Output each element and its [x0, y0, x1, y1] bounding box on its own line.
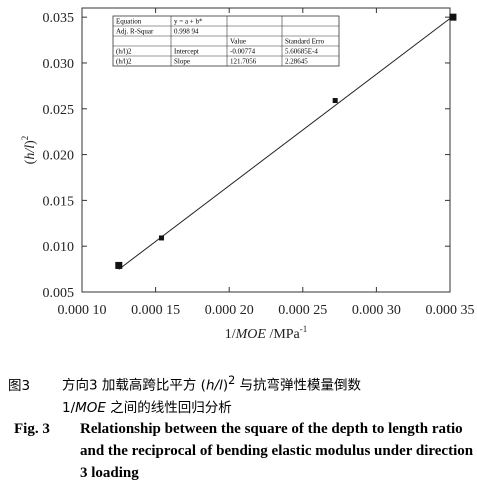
table-cell: y = a + b* — [174, 18, 203, 26]
caption-en-text: Relationship between the square of the d… — [80, 421, 474, 481]
table-cell: Adj. R-Squar — [116, 28, 154, 36]
y-tick-label: 0.005 — [43, 286, 75, 301]
x-tick-label: 0.000 35 — [426, 303, 475, 318]
table-cell: 121.7056 — [230, 58, 257, 66]
table-cell: (h/l)2 — [116, 48, 132, 56]
table-cell: Intercept — [174, 48, 199, 56]
table-cell: (h/l)2 — [116, 58, 132, 66]
table-cell: 0.998 94 — [174, 28, 199, 36]
x-tick-label: 0.000 25 — [278, 303, 327, 318]
y-tick-label: 0.010 — [43, 240, 75, 255]
y-tick-label: 0.035 — [43, 11, 75, 26]
table-cell: Equation — [116, 18, 142, 26]
y-axis-ticks: 0.005 0.010 0.015 0.020 0.025 0.030 0.035 — [43, 11, 450, 301]
x-tick-label: 0.000 15 — [131, 303, 180, 318]
table-frame — [112, 15, 340, 67]
data-point — [332, 98, 338, 104]
data-point — [158, 235, 164, 241]
table-cell: Standard Erro — [285, 38, 325, 46]
table-cell: -0.00774 — [230, 48, 256, 56]
caption-en-figure-number: Fig. 3 — [14, 421, 50, 437]
table-cell: Value — [230, 38, 246, 46]
caption-cn-text-2b: MOE — [75, 399, 106, 416]
caption-cn-text-1d: 与抗弯弹性模量倒数 — [235, 377, 362, 394]
table-cell: 2.28645 — [285, 58, 308, 66]
caption-cn-text-1b: h/l — [205, 377, 223, 394]
y-tick-label: 0.020 — [43, 149, 75, 164]
caption-english: Fig. 3 Relationship between the square o… — [14, 418, 474, 484]
data-point — [115, 261, 123, 269]
table-cell: 5.60685E-4 — [285, 48, 318, 56]
x-axis-title: 1/MOE /MPa-1 — [225, 324, 308, 342]
caption-cn-line2: 1/MOE 之间的线性回归分析 — [8, 397, 474, 419]
data-point — [449, 13, 457, 21]
table-cell: Slope — [174, 58, 190, 66]
x-tick-label: 0.000 10 — [58, 303, 107, 318]
data-points — [115, 13, 457, 269]
x-tick-label: 0.000 20 — [205, 303, 254, 318]
plot-frame — [81, 7, 451, 293]
caption-cn-figure-number: 图3 — [8, 377, 31, 394]
caption-cn-text-1c: ) — [222, 377, 229, 394]
caption-cn-text-1a: 方向3 加载高跨比平方 ( — [62, 377, 206, 394]
caption-cn-line1: 图3 方向3 加载高跨比平方 (h/l)2 与抗弯弹性模量倒数 — [8, 370, 474, 397]
fit-results-table: Equation y = a + b* Adj. R-Squar 0.998 94 Va… — [112, 15, 340, 67]
caption-chinese: 图3 方向3 加载高跨比平方 (h/l)2 与抗弯弹性模量倒数 1/MOE 之间的… — [8, 370, 474, 419]
fit-line-layer — [118, 15, 454, 270]
regression-line — [118, 15, 454, 270]
y-tick-label: 0.015 — [43, 194, 75, 209]
caption-cn-text-2a: 1/ — [62, 399, 76, 416]
caption-cn-sup: 2 — [228, 374, 236, 387]
y-tick-label: 0.030 — [43, 57, 75, 72]
caption-cn-text-2c: 之间的线性回归分析 — [105, 399, 232, 416]
x-tick-label: 0.000 30 — [352, 303, 401, 318]
x-axis-ticks: 0.000 10 0.000 15 0.000 20 0.000 25 0.000 30… — [58, 8, 475, 318]
y-axis-title: (h/l)2 — [20, 136, 38, 165]
y-tick-label: 0.025 — [43, 103, 75, 118]
